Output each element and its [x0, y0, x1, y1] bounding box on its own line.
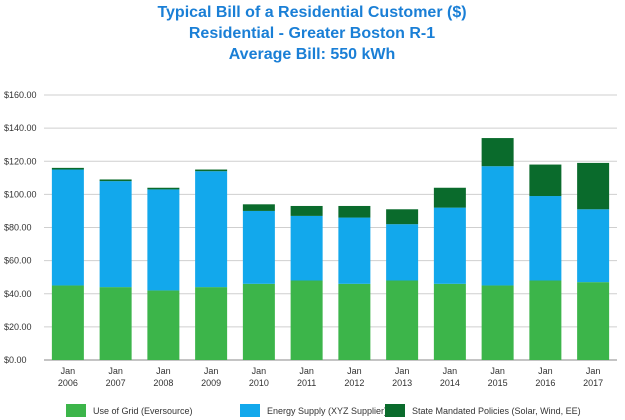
y-tick-label: $100.00	[4, 189, 37, 199]
bar-segment-policies	[195, 169, 228, 172]
bar-segment-policies	[290, 205, 323, 216]
legend: Use of Grid (Eversource) Energy Supply (X…	[66, 404, 581, 417]
bar-segment-grid	[195, 287, 228, 360]
x-tick-label-year: 2015	[488, 378, 508, 388]
y-tick-label: $20.00	[4, 322, 32, 332]
legend-swatch	[240, 404, 260, 417]
x-tick-label-month: Jan	[204, 366, 219, 376]
legend-label: Energy Supply (XYZ Supplier)	[267, 406, 387, 416]
chart-title-line-3: Average Bill: 550 kWh	[229, 46, 396, 63]
bar-segment-supply	[577, 209, 610, 283]
x-tick-label-month: Jan	[395, 366, 410, 376]
bar-segment-supply	[147, 189, 180, 291]
bar-segment-supply	[99, 181, 132, 288]
legend-label: State Mandated Policies (Solar, Wind, EE…	[412, 406, 581, 416]
legend-swatch	[385, 404, 405, 417]
bars	[51, 138, 610, 360]
x-tick-label-year: 2014	[440, 378, 460, 388]
bar-segment-grid	[242, 283, 275, 360]
bar-segment-grid	[99, 287, 132, 360]
x-tick-label-month: Jan	[108, 366, 123, 376]
x-tick-label-month: Jan	[61, 366, 76, 376]
bar-segment-grid	[147, 290, 180, 360]
y-tick-label: $60.00	[4, 256, 32, 266]
y-tick-label: $160.00	[4, 90, 37, 100]
bar-segment-supply	[386, 224, 419, 281]
y-tick-label: $40.00	[4, 289, 32, 299]
bar-segment-policies	[386, 209, 419, 225]
bar-segment-policies	[577, 162, 610, 210]
x-tick-label-year: 2016	[535, 378, 555, 388]
bar-segment-supply	[338, 217, 371, 284]
legend-label: Use of Grid (Eversource)	[93, 406, 193, 416]
x-tick-label-month: Jan	[443, 366, 458, 376]
x-tick-label-year: 2009	[201, 378, 221, 388]
bar-segment-supply	[481, 166, 514, 286]
x-tick-label-year: 2013	[392, 378, 412, 388]
legend-swatch	[66, 404, 86, 417]
bar-segment-policies	[433, 187, 466, 208]
chart-title-line-2: Residential - Greater Boston R-1	[189, 25, 435, 42]
y-tick-label: $0.00	[4, 355, 27, 365]
bar-segment-policies	[99, 179, 132, 182]
bar-segment-grid	[529, 280, 562, 360]
x-tick-label-month: Jan	[586, 366, 601, 376]
y-axis-ticks: $0.00 $20.00 $40.00 $60.00 $80.00 $100.00 $120…	[4, 90, 37, 365]
bar-segment-grid	[51, 285, 84, 360]
x-tick-label-year: 2006	[58, 378, 78, 388]
x-tick-label-year: 2007	[106, 378, 126, 388]
chart-title-line-1: Typical Bill of a Residential Customer (…	[157, 4, 466, 21]
x-tick-label-year: 2017	[583, 378, 603, 388]
x-tick-label-year: 2012	[344, 378, 364, 388]
bar-segment-grid	[386, 280, 419, 360]
bar-segment-supply	[433, 207, 466, 284]
x-tick-label-month: Jan	[347, 366, 362, 376]
bar-segment-grid	[433, 283, 466, 360]
bar-segment-policies	[529, 164, 562, 197]
bar-segment-supply	[51, 169, 84, 286]
bar-segment-policies	[338, 205, 371, 218]
y-tick-label: $140.00	[4, 123, 37, 133]
x-tick-label-month: Jan	[252, 366, 267, 376]
y-tick-label: $80.00	[4, 223, 32, 233]
bar-segment-supply	[529, 196, 562, 281]
bar-segment-policies	[242, 204, 275, 211]
x-tick-label-month: Jan	[538, 366, 553, 376]
bar-segment-supply	[242, 210, 275, 284]
bar-segment-grid	[577, 282, 610, 360]
bar-segment-supply	[290, 215, 323, 281]
x-tick-label-year: 2011	[297, 378, 316, 388]
x-tick-label-year: 2008	[153, 378, 173, 388]
bar-segment-policies	[147, 187, 180, 190]
y-tick-label: $120.00	[4, 156, 37, 166]
bar-segment-grid	[481, 285, 514, 360]
bar-segment-supply	[195, 171, 228, 288]
chart-title: Typical Bill of a Residential Customer (…	[157, 4, 466, 63]
x-tick-label-month: Jan	[156, 366, 171, 376]
x-axis-ticks: Jan 2006 Jan 2007 Jan 2008 Jan 2009 Jan 2010 Jan 20…	[58, 366, 603, 388]
bar-segment-grid	[290, 280, 323, 360]
x-tick-label-year: 2010	[249, 378, 269, 388]
x-tick-label-month: Jan	[299, 366, 314, 376]
bar-segment-policies	[51, 167, 84, 170]
gridlines	[44, 94, 617, 361]
bar-segment-grid	[338, 283, 371, 360]
x-tick-label-month: Jan	[490, 366, 505, 376]
bar-segment-policies	[481, 138, 514, 167]
